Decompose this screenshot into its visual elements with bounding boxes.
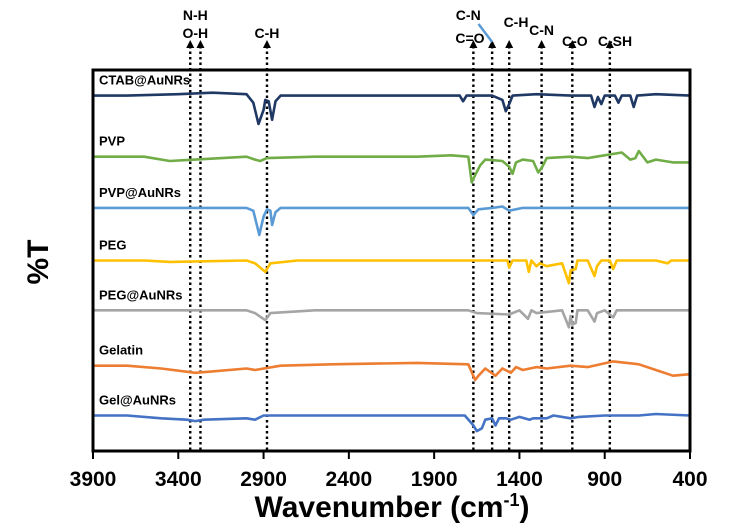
series-label-3: PEG bbox=[99, 238, 126, 253]
ref-label-8: C-SH bbox=[598, 33, 632, 49]
x-axis-ticks: 3900 3400 2900 2400 1900 1400 900 400 bbox=[70, 451, 708, 491]
x-tick-label-3: 2400 bbox=[325, 468, 372, 491]
ref-arrow-5 bbox=[505, 40, 514, 48]
x-axis-label: Wavenumber (cm-1) bbox=[255, 490, 530, 524]
ref-arrow-0 bbox=[186, 40, 195, 48]
x-tick-label-6: 900 bbox=[587, 468, 622, 491]
series-layer: CTAB@AuNRs PVP PVP@AuNRs PEG PEG@AuNRs Gelati… bbox=[93, 73, 691, 433]
x-tick-label-4: 1900 bbox=[411, 468, 458, 491]
series-label-4: PEG@AuNRs bbox=[99, 287, 182, 302]
c-n-pointer bbox=[477, 23, 494, 43]
reference-lines: N-HO-H C-H C=OC-N C-H C-NC-O C-SH bbox=[183, 7, 632, 451]
ref-label-6: C-N bbox=[529, 22, 554, 38]
series-line-5 bbox=[93, 360, 691, 382]
ref-label-1: O-H bbox=[183, 25, 209, 41]
series-line-3 bbox=[93, 259, 690, 285]
series-line-6 bbox=[93, 412, 691, 433]
ref-arrow-7 bbox=[568, 40, 577, 48]
ref-label-7: C-O bbox=[562, 33, 588, 49]
x-axis-label-main: Wavenumber (cm bbox=[255, 491, 504, 524]
series-line-0 bbox=[93, 91, 691, 126]
x-tick-label-1: 3400 bbox=[155, 468, 202, 491]
series-line-2 bbox=[93, 205, 690, 237]
series-line-1 bbox=[93, 149, 690, 184]
x-tick-label-5: 1400 bbox=[496, 468, 543, 491]
series-label-6: Gel@AuNRs bbox=[99, 392, 176, 407]
x-tick-label-0: 3900 bbox=[70, 468, 117, 491]
ref-arrow-4 bbox=[488, 40, 497, 48]
x-axis-label-superscript: -1 bbox=[503, 490, 519, 510]
plot-frame bbox=[91, 68, 692, 453]
ref-label-5: C-H bbox=[504, 14, 529, 30]
ref-arrow-2 bbox=[262, 40, 271, 48]
y-axis-label: %T bbox=[22, 240, 55, 285]
ref-arrow-3 bbox=[469, 40, 478, 48]
ref-arrow-8 bbox=[605, 40, 614, 48]
x-axis-label-close: ) bbox=[519, 491, 529, 524]
series-label-5: Gelatin bbox=[99, 343, 143, 358]
ref-label-3: C=O bbox=[455, 30, 484, 46]
ref-label-0: N-H bbox=[183, 7, 208, 23]
series-label-0: CTAB@AuNRs bbox=[99, 73, 190, 88]
x-tick-label-7: 400 bbox=[672, 468, 707, 491]
x-tick-label-2: 2900 bbox=[240, 468, 287, 491]
ref-arrow-1 bbox=[196, 40, 205, 48]
series-line-4 bbox=[93, 309, 690, 329]
series-label-2: PVP@AuNRs bbox=[99, 185, 181, 200]
ref-label-4: C-N bbox=[456, 7, 481, 23]
ref-arrow-6 bbox=[537, 40, 546, 48]
ref-label-2: C-H bbox=[255, 25, 280, 41]
series-label-1: PVP bbox=[99, 134, 125, 149]
